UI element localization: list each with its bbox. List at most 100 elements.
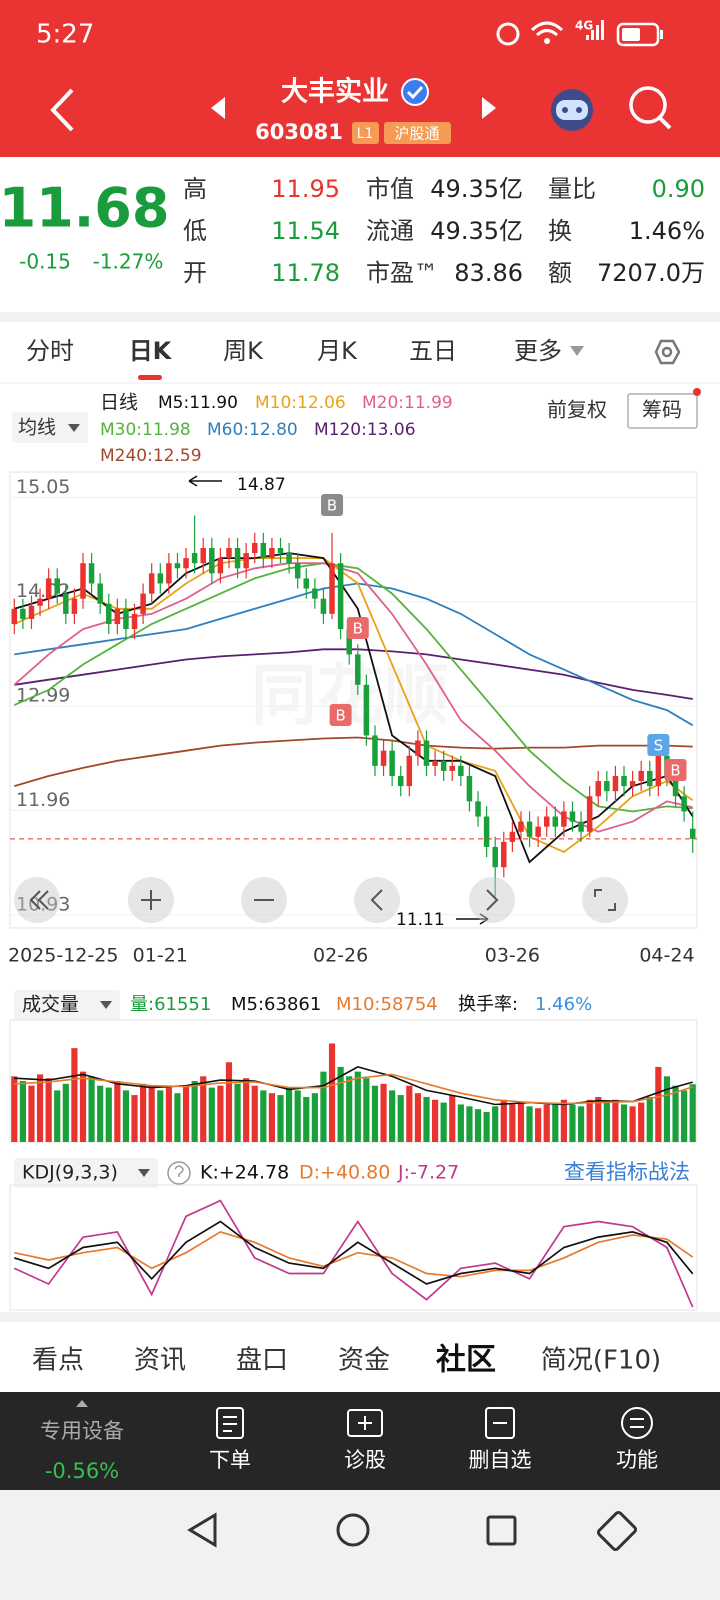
candle-body bbox=[114, 608, 121, 624]
kdj-legend: J:-7.27 bbox=[397, 1162, 459, 1184]
volume-ma-line bbox=[14, 1066, 693, 1106]
candle-body bbox=[432, 760, 438, 766]
chart-control[interactable] bbox=[582, 877, 628, 923]
volume-bar bbox=[268, 1093, 276, 1142]
search-icon[interactable] bbox=[629, 86, 667, 124]
next-stock[interactable] bbox=[482, 97, 496, 119]
battery-level bbox=[622, 28, 640, 41]
toolbar-button[interactable]: 诊股 bbox=[344, 1448, 386, 1472]
ma-button[interactable] bbox=[12, 412, 88, 443]
chart-control[interactable] bbox=[354, 877, 400, 923]
nav-home[interactable] bbox=[336, 1513, 370, 1547]
toolbar-button[interactable]: 功能 bbox=[616, 1448, 658, 1472]
prev-stock[interactable] bbox=[211, 97, 225, 119]
notice-dot bbox=[693, 388, 701, 396]
bottom-tab[interactable]: 资讯 bbox=[134, 1346, 186, 1376]
x-tick-label: 02-26 bbox=[313, 945, 368, 967]
candle-body bbox=[320, 598, 327, 614]
candle-body bbox=[337, 563, 344, 630]
candle-body bbox=[475, 801, 481, 817]
kdj-link[interactable]: 查看指标战法 bbox=[564, 1160, 690, 1184]
ma-legend: M20:11.99 bbox=[362, 393, 453, 413]
verified-badge bbox=[401, 78, 429, 106]
assistant-eye bbox=[576, 107, 582, 113]
price-change: -0.15 bbox=[19, 250, 71, 274]
quote-value: 0.90 bbox=[652, 175, 705, 203]
quote-value: 83.86 bbox=[454, 259, 523, 287]
x-tick-label: 01-21 bbox=[133, 945, 188, 967]
volume-bar bbox=[586, 1099, 593, 1142]
toolbar-button[interactable]: 删自选 bbox=[469, 1448, 532, 1472]
candle-body bbox=[526, 821, 533, 837]
volume-bar bbox=[500, 1099, 507, 1142]
kdj-title-box[interactable] bbox=[14, 1158, 158, 1188]
nav-recents[interactable] bbox=[486, 1515, 517, 1546]
battery-tip bbox=[660, 30, 663, 39]
volume-bar bbox=[560, 1099, 567, 1142]
signal-bar bbox=[596, 25, 599, 40]
volume-bar bbox=[552, 1102, 559, 1142]
chart-tab[interactable]: 月K bbox=[317, 337, 358, 365]
help-icon[interactable] bbox=[167, 1161, 191, 1185]
candle-body bbox=[226, 548, 232, 559]
candle-body bbox=[312, 588, 318, 599]
candle-body bbox=[11, 608, 18, 624]
chart-tab[interactable]: 五日 bbox=[409, 337, 457, 365]
quote-value: 11.78 bbox=[271, 259, 340, 287]
candle-body bbox=[466, 776, 473, 802]
volume-title-box[interactable] bbox=[14, 990, 120, 1020]
bottom-tab[interactable]: 资金 bbox=[338, 1346, 390, 1376]
candle-body bbox=[380, 750, 387, 766]
ma-legend: M10:12.06 bbox=[255, 393, 346, 413]
settings-icon[interactable] bbox=[654, 339, 681, 365]
volume-bar bbox=[182, 1085, 190, 1142]
chart-tab[interactable]: 更多 bbox=[514, 337, 562, 365]
quote-label: 量比 bbox=[548, 175, 596, 203]
volume-bar bbox=[672, 1085, 679, 1142]
candle-body bbox=[140, 593, 146, 614]
sector-name[interactable]: 专用设备 bbox=[40, 1419, 124, 1443]
low-arrow bbox=[456, 913, 489, 925]
chart-tab[interactable]: 日K bbox=[129, 337, 173, 365]
chips-button[interactable] bbox=[627, 393, 698, 429]
volume-bar bbox=[97, 1085, 104, 1142]
bottom-tab[interactable]: 看点 bbox=[32, 1346, 84, 1376]
volume-bar bbox=[638, 1102, 645, 1142]
candle-body bbox=[174, 563, 181, 569]
chart-control[interactable] bbox=[14, 877, 60, 923]
signal-label: S bbox=[654, 737, 664, 755]
candle-body bbox=[286, 553, 292, 564]
volume-bar bbox=[337, 1066, 344, 1142]
menu-lines bbox=[630, 1418, 644, 1428]
volume-bar bbox=[509, 1104, 516, 1142]
level-label: L1 bbox=[357, 126, 374, 142]
volume-bar bbox=[311, 1093, 318, 1142]
ma-legend: M30:11.98 bbox=[100, 420, 191, 440]
volume-bar bbox=[483, 1111, 490, 1142]
stock-code: 603081 bbox=[255, 120, 343, 144]
volume-bar bbox=[603, 1102, 610, 1142]
quote-label: 开 bbox=[183, 259, 207, 287]
adjust-mode[interactable]: 前复权 bbox=[547, 398, 607, 422]
volume-bar bbox=[629, 1106, 636, 1142]
chart-tab[interactable]: 周K bbox=[223, 337, 264, 365]
volume-bar bbox=[251, 1085, 258, 1142]
alarm-icon bbox=[496, 22, 520, 46]
candle-body bbox=[518, 821, 524, 832]
back-button[interactable] bbox=[50, 88, 74, 132]
signal-label: B bbox=[327, 497, 337, 515]
chart-tab[interactable]: 分时 bbox=[26, 337, 74, 365]
nav-back[interactable] bbox=[187, 1512, 217, 1548]
chart-control[interactable] bbox=[469, 877, 515, 923]
candle-body bbox=[148, 573, 155, 594]
candle-body bbox=[621, 776, 627, 787]
nav-rotate[interactable] bbox=[596, 1510, 638, 1552]
bottom-tab[interactable]: 简况(F10) bbox=[541, 1346, 661, 1376]
volume-bar bbox=[36, 1074, 44, 1142]
last-price: 11.68 bbox=[0, 177, 169, 240]
bottom-tab[interactable]: 社区 bbox=[436, 1343, 496, 1378]
volume-bar bbox=[457, 1104, 464, 1142]
bottom-tab[interactable]: 盘口 bbox=[236, 1346, 288, 1376]
sector-change: -0.56% bbox=[45, 1459, 119, 1483]
toolbar-button[interactable]: 下单 bbox=[209, 1448, 251, 1472]
